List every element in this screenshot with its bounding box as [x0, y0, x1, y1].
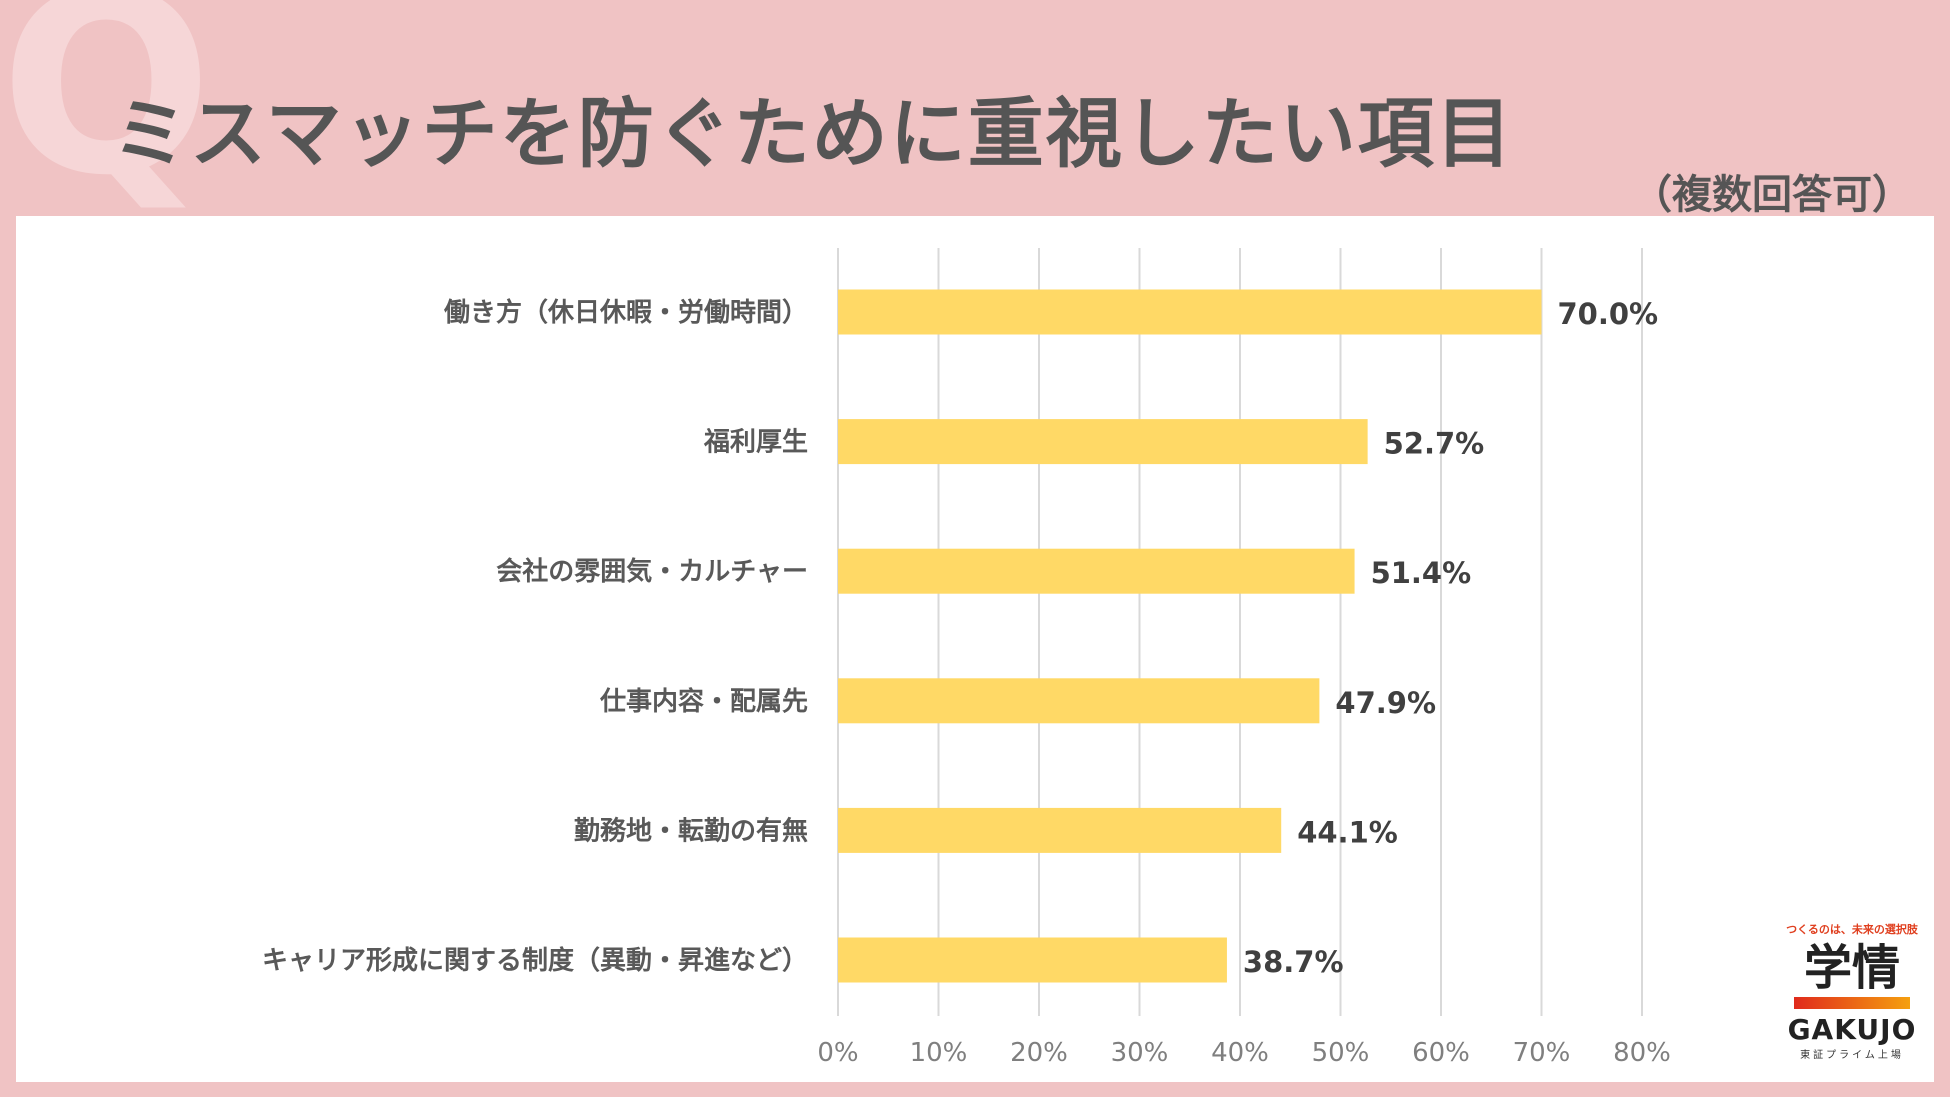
value-label: 44.1% — [1297, 815, 1398, 849]
category-label: 仕事内容・配属先 — [599, 686, 808, 717]
x-tick-label: 80% — [1613, 1038, 1671, 1068]
logo-listing-text: 東証プライム上場 — [1800, 1050, 1904, 1061]
value-label: 52.7% — [1384, 427, 1485, 461]
value-label: 70.0% — [1558, 297, 1659, 331]
bar — [838, 937, 1227, 983]
value-label: 38.7% — [1243, 945, 1344, 979]
chart-panel: 0% 10% 20% 30% 40% 50% 60% 70% 80% 働き方（休日休暇・労働時間）… — [16, 216, 1934, 1082]
logo-color-bar — [1794, 997, 1910, 1009]
bar — [838, 289, 1542, 335]
category-label: キャリア形成に関する制度（異動・昇進など） — [262, 945, 808, 976]
x-tick-label: 50% — [1312, 1038, 1370, 1068]
logo-tagline: つくるのは、未来の選択肢 — [1786, 922, 1918, 936]
logo-name: GAKUJO — [1787, 1013, 1917, 1046]
category-label: 勤務地・転勤の有無 — [574, 816, 808, 846]
bar — [838, 548, 1355, 594]
x-tick-label: 60% — [1412, 1038, 1470, 1068]
x-tick-label: 40% — [1211, 1038, 1269, 1068]
q-watermark-letter: Q — [0, 0, 213, 230]
labels: 0% 10% 20% 30% 40% 50% 60% 70% 80% 働き方（休日休暇・労働時間）… — [262, 297, 1671, 1068]
grid-lines — [837, 248, 1643, 1016]
x-tick-label: 30% — [1111, 1038, 1169, 1068]
bar — [838, 419, 1368, 465]
bars — [838, 289, 1542, 983]
logo-mark: 学情 — [1803, 939, 1900, 996]
category-label: 会社の雰囲気・カルチャー — [496, 556, 808, 587]
bar — [838, 678, 1320, 724]
bar — [838, 807, 1282, 853]
value-label: 51.4% — [1371, 556, 1472, 590]
category-label: 福利厚生 — [703, 428, 808, 458]
x-tick-label: 70% — [1513, 1038, 1571, 1068]
bar-chart: 0% 10% 20% 30% 40% 50% 60% 70% 80% 働き方（休日休暇・労働時間）… — [262, 248, 1671, 1068]
category-label: 働き方（休日休暇・労働時間） — [443, 297, 808, 328]
page-title: ミスマッチを防ぐために重視したい項目 — [112, 89, 1514, 178]
x-tick-label: 0% — [817, 1038, 858, 1068]
x-tick-label: 10% — [910, 1038, 968, 1068]
gakujo-logo: つくるのは、未来の選択肢 学情 GAKUJO 東証プライム上場 — [1784, 921, 1920, 1061]
page-subtitle: （複数回答可） — [1632, 172, 1912, 218]
x-tick-label: 20% — [1010, 1038, 1068, 1068]
value-label: 47.9% — [1335, 686, 1436, 720]
